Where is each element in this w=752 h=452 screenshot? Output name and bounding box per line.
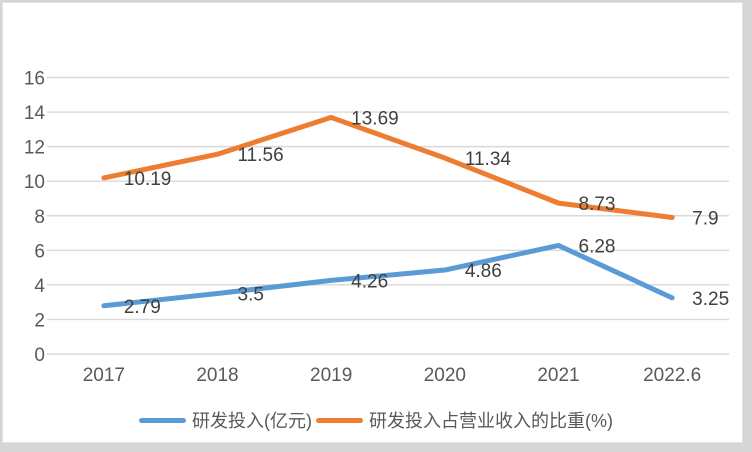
data-label: 2.79 [124, 297, 161, 318]
y-tick-label: 12 [24, 138, 45, 159]
chart-legend: 研发投入(亿元) 研发投入占营业收入的比重(%) [0, 406, 752, 434]
data-label: 3.25 [692, 289, 729, 310]
y-tick-label: 8 [34, 207, 45, 228]
series-line-1 [101, 114, 675, 220]
data-label: 4.26 [351, 271, 388, 292]
data-label: 10.19 [124, 169, 172, 190]
data-label: 13.69 [351, 108, 399, 129]
series-line-0 [101, 242, 675, 309]
y-tick-label: 14 [24, 103, 46, 124]
x-tick-label: 2022.6 [643, 365, 701, 386]
data-label: 4.86 [465, 261, 502, 282]
data-label: 11.34 [465, 149, 512, 170]
y-tick-label: 2 [34, 310, 45, 331]
legend-label-rd-investment: 研发投入(亿元) [192, 411, 312, 431]
x-tick-label: 2021 [537, 365, 579, 386]
x-tick-label: 2017 [83, 365, 125, 386]
data-label: 7.9 [692, 208, 718, 229]
y-tick-label: 16 [24, 69, 45, 90]
plot-area-card [2, 2, 743, 443]
legend-label-rd-revenue-ratio: 研发投入占营业收入的比重(%) [369, 411, 613, 431]
y-tick-label: 0 [34, 345, 45, 366]
data-label: 3.5 [238, 285, 264, 306]
y-tick-label: 10 [24, 172, 45, 193]
legend-item-rd-revenue-ratio: 研发投入占营业收入的比重(%) [316, 407, 613, 433]
data-label: 6.28 [579, 236, 616, 257]
x-tick-label: 2018 [196, 365, 238, 386]
y-tick-label: 4 [34, 276, 45, 297]
legend-swatch-orange-line [316, 417, 363, 423]
y-tick-label: 6 [34, 241, 45, 262]
data-label: 8.73 [579, 194, 616, 215]
data-label: 11.56 [238, 145, 284, 166]
legend-swatch-blue-line [139, 417, 186, 423]
legend-item-rd-investment: 研发投入(亿元) [139, 407, 312, 433]
x-tick-label: 2020 [424, 365, 466, 386]
x-tick-label: 2019 [310, 365, 352, 386]
